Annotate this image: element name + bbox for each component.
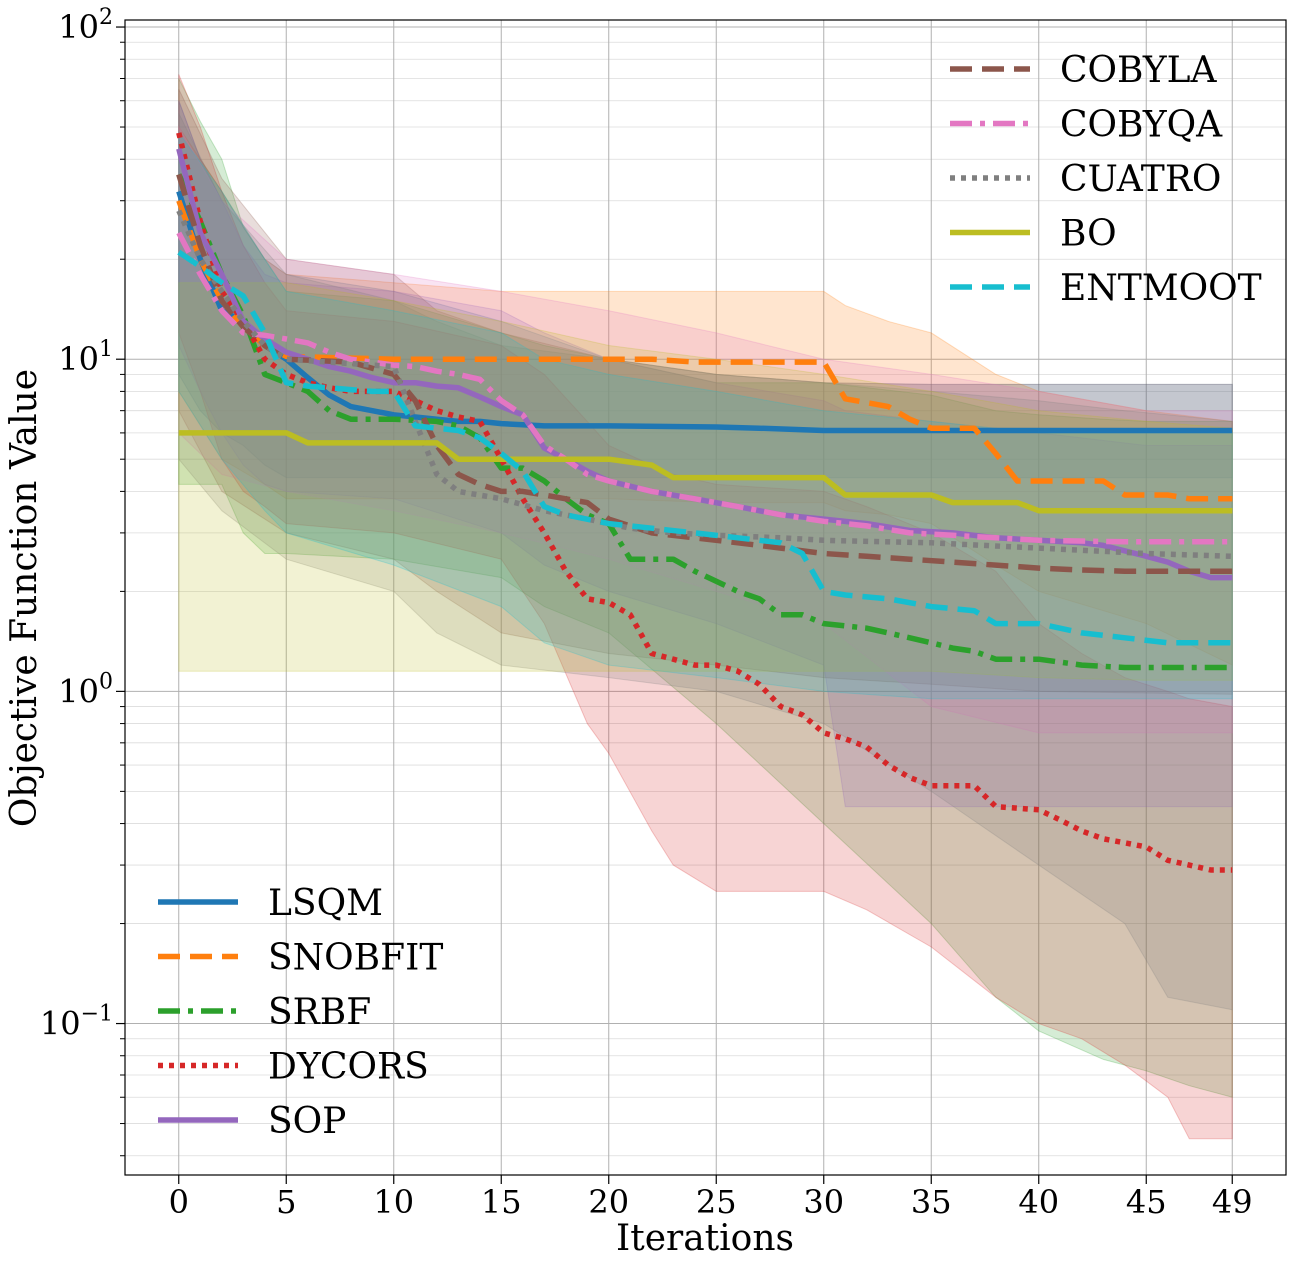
y-tick-label: 101 [58, 337, 113, 378]
y-tick-label: 10−1 [40, 1002, 113, 1043]
legend-right: COBYLA COBYQA CUATRO BO ENTMOOT [950, 50, 1262, 309]
legend-label-snobfit: SNOBFIT [268, 938, 443, 979]
axis-ticks [116, 26, 1233, 1184]
band-srbf [178, 78, 1233, 1098]
legend-label-lsqm: LSQM [268, 883, 383, 924]
legend-label-entmoot: ENTMOOT [1060, 268, 1262, 309]
legend-label-sop: SOP [268, 1101, 346, 1142]
series-line-cobyqa [176, 231, 1233, 545]
band-cobyqa [178, 125, 1233, 734]
series-line-entmoot [177, 249, 1233, 646]
legend-label-dycors: DYCORS [268, 1047, 429, 1088]
band-entmoot [178, 131, 1233, 700]
y-tick-label: 100 [58, 669, 113, 710]
band-bo [178, 282, 1233, 681]
plot-frame [124, 19, 1287, 1176]
series-line-bo [178, 430, 1233, 514]
x-tick-label: 20 [588, 1183, 629, 1221]
series-line-cobyla [176, 173, 1233, 574]
x-tick-label: 25 [696, 1183, 737, 1221]
legend-left: LSQM SNOBFIT SRBF DYCORS SOP [158, 883, 443, 1142]
band-cobyla [178, 88, 1233, 695]
x-tick-label: 35 [911, 1183, 952, 1221]
x-tick-label: 45 [1126, 1183, 1167, 1221]
x-tick-label: 30 [803, 1183, 844, 1221]
grid [125, 20, 1286, 1175]
legend-label-cobyla: COBYLA [1060, 50, 1218, 91]
legend-label-srbf: SRBF [268, 992, 371, 1033]
x-tick-label: 40 [1018, 1183, 1059, 1221]
x-tick-label: 5 [276, 1183, 296, 1221]
band-lsqm [178, 100, 1233, 479]
legend-label-cuatro: CUATRO [1060, 159, 1221, 200]
x-tick-label: 15 [481, 1183, 522, 1221]
x-axis-label: Iterations [616, 1218, 794, 1259]
series-line-cuatro [176, 209, 1233, 560]
band-snobfit [178, 125, 1233, 666]
series-lines [176, 132, 1233, 873]
x-tick-label: 10 [373, 1183, 414, 1221]
legend-label-bo: BO [1060, 214, 1117, 255]
y-tick-labels: 102 101 100 10−1 [40, 5, 113, 1043]
band-sop [178, 100, 1233, 808]
legend-label-cobyqa: COBYQA [1060, 105, 1223, 146]
y-axis-label: Objective Function Value [4, 369, 45, 827]
x-tick-label: 0 [169, 1183, 189, 1221]
x-tick-label: 49 [1212, 1183, 1253, 1221]
band-dycors [178, 74, 1233, 1140]
y-tick-label: 102 [58, 5, 113, 46]
x-tick-labels: 0 5 10 15 20 25 30 35 40 45 49 [169, 1183, 1253, 1221]
